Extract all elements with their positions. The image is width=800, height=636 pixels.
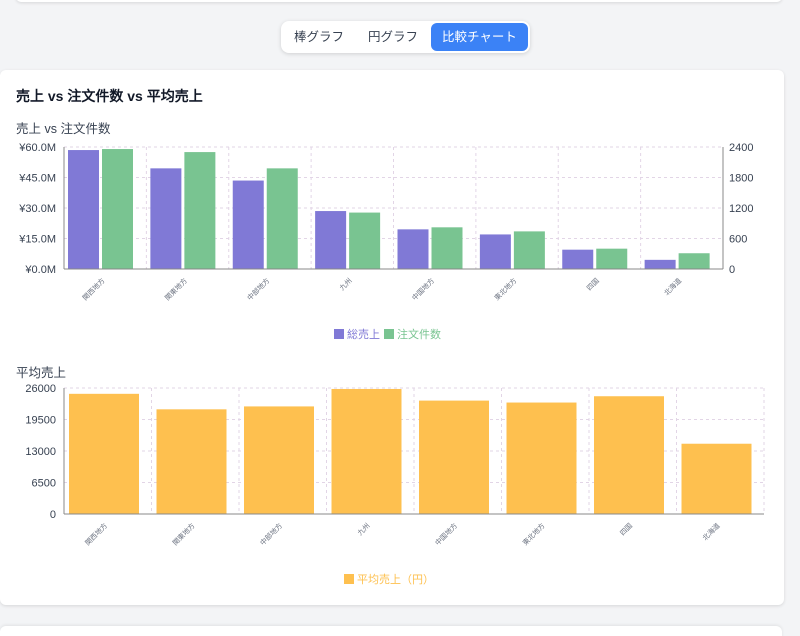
bar-sales	[397, 229, 429, 269]
chart1-legend: 総売上 注文件数	[334, 326, 441, 342]
bar-sales	[562, 249, 594, 269]
y-left-tick-label: ¥60.0M	[18, 142, 56, 154]
y-right-tick-label: 600	[729, 234, 747, 246]
x-tick-label: 四国	[619, 522, 635, 538]
x-tick-label: 北海道	[700, 521, 721, 542]
bar-orders	[596, 248, 628, 269]
bar-average-sales	[681, 443, 752, 514]
x-tick-label: 四国	[585, 277, 601, 293]
average-sales-chart: 0 6500 13000 19500 26000 関西地方 関東地方 中部地方 九州 中国地方 東北…	[25, 383, 765, 547]
y-right-tick-label: 1200	[729, 203, 753, 215]
x-tick-label: 中国地方	[410, 276, 436, 302]
y-left-tick-label: ¥0.0M	[24, 264, 56, 276]
tab-comparison-chart[interactable]: 比較チャート	[431, 23, 528, 51]
bar-sales	[479, 234, 511, 269]
x-tick-label: 中部地方	[258, 521, 284, 547]
legend-item-sales[interactable]: 総売上	[334, 326, 380, 342]
bar-orders	[678, 253, 710, 269]
comparison-card: 売上 vs 注文件数 vs 平均売上 売上 vs 注文件数 平均売上 ¥0.0M…	[0, 70, 784, 605]
y-left-tick-label: ¥30.0M	[18, 203, 56, 215]
legend-item-avg[interactable]: 平均売上（円）	[344, 571, 434, 587]
x-tick-label: 関東地方	[171, 521, 197, 547]
chart1-title: 売上 vs 注文件数	[16, 122, 111, 136]
tab-bar-chart[interactable]: 棒グラフ	[283, 23, 355, 51]
bar-orders	[102, 149, 133, 269]
bar-average-sales	[244, 406, 314, 514]
chart-type-tabs: 棒グラフ 円グラフ 比較チャート	[281, 21, 530, 53]
x-tick-label: 東北地方	[492, 276, 518, 302]
bar-orders	[184, 152, 216, 269]
bar-average-sales	[156, 409, 227, 514]
y-tick-label: 13000	[25, 446, 56, 458]
x-tick-label: 関東地方	[163, 276, 189, 302]
bar-orders	[349, 212, 381, 269]
bar-average-sales	[419, 400, 489, 514]
x-tick-label: 九州	[355, 521, 371, 537]
legend-swatch-avg	[344, 574, 354, 584]
bar-sales	[644, 259, 676, 269]
y-left-tick-label: ¥15.0M	[18, 234, 56, 246]
legend-swatch-orders	[384, 329, 394, 339]
y-right-tick-label: 2400	[729, 142, 753, 154]
x-tick-label: 関西地方	[83, 521, 109, 547]
previous-card-edge	[16, 0, 782, 2]
y-right-tick-label: 0	[729, 264, 735, 276]
legend-item-orders[interactable]: 注文件数	[384, 326, 441, 342]
legend-swatch-sales	[334, 329, 344, 339]
x-tick-label: 北海道	[662, 276, 683, 297]
y-tick-label: 0	[50, 509, 56, 521]
y-left-tick-label: ¥45.0M	[18, 173, 56, 185]
chart2-title: 平均売上	[16, 366, 67, 380]
y-right-tick-label: 1800	[729, 173, 753, 185]
x-tick-label: 中国地方	[433, 521, 459, 547]
bar-orders	[266, 168, 298, 269]
legend-label-avg: 平均売上（円）	[357, 574, 434, 586]
next-card-edge	[0, 626, 782, 636]
y-tick-label: 19500	[25, 415, 56, 427]
x-tick-label: 関西地方	[80, 276, 106, 302]
bar-sales	[232, 180, 264, 269]
bar-sales	[68, 150, 99, 269]
bar-sales	[150, 168, 182, 269]
y-tick-label: 6500	[32, 478, 56, 490]
legend-label-sales: 総売上	[347, 329, 380, 341]
bar-orders	[513, 231, 545, 269]
x-tick-label: 中部地方	[245, 276, 271, 302]
x-tick-label: 東北地方	[521, 521, 547, 547]
bar-sales	[315, 211, 347, 269]
sales-vs-orders-chart: ¥0.0M ¥15.0M ¥30.0M ¥45.0M ¥60.0M 0 600 1200 180…	[18, 142, 753, 302]
y-tick-label: 26000	[25, 383, 56, 395]
x-tick-label: 九州	[337, 276, 353, 292]
bar-average-sales	[594, 396, 664, 514]
bar-average-sales	[506, 402, 577, 514]
bar-orders	[431, 227, 463, 269]
card-title: 売上 vs 注文件数 vs 平均売上	[16, 88, 203, 104]
chart2-legend: 平均売上（円）	[344, 571, 434, 587]
bar-average-sales	[69, 393, 139, 514]
tab-pie-chart[interactable]: 円グラフ	[357, 23, 429, 51]
legend-label-orders: 注文件数	[397, 329, 441, 341]
bar-average-sales	[331, 388, 402, 514]
